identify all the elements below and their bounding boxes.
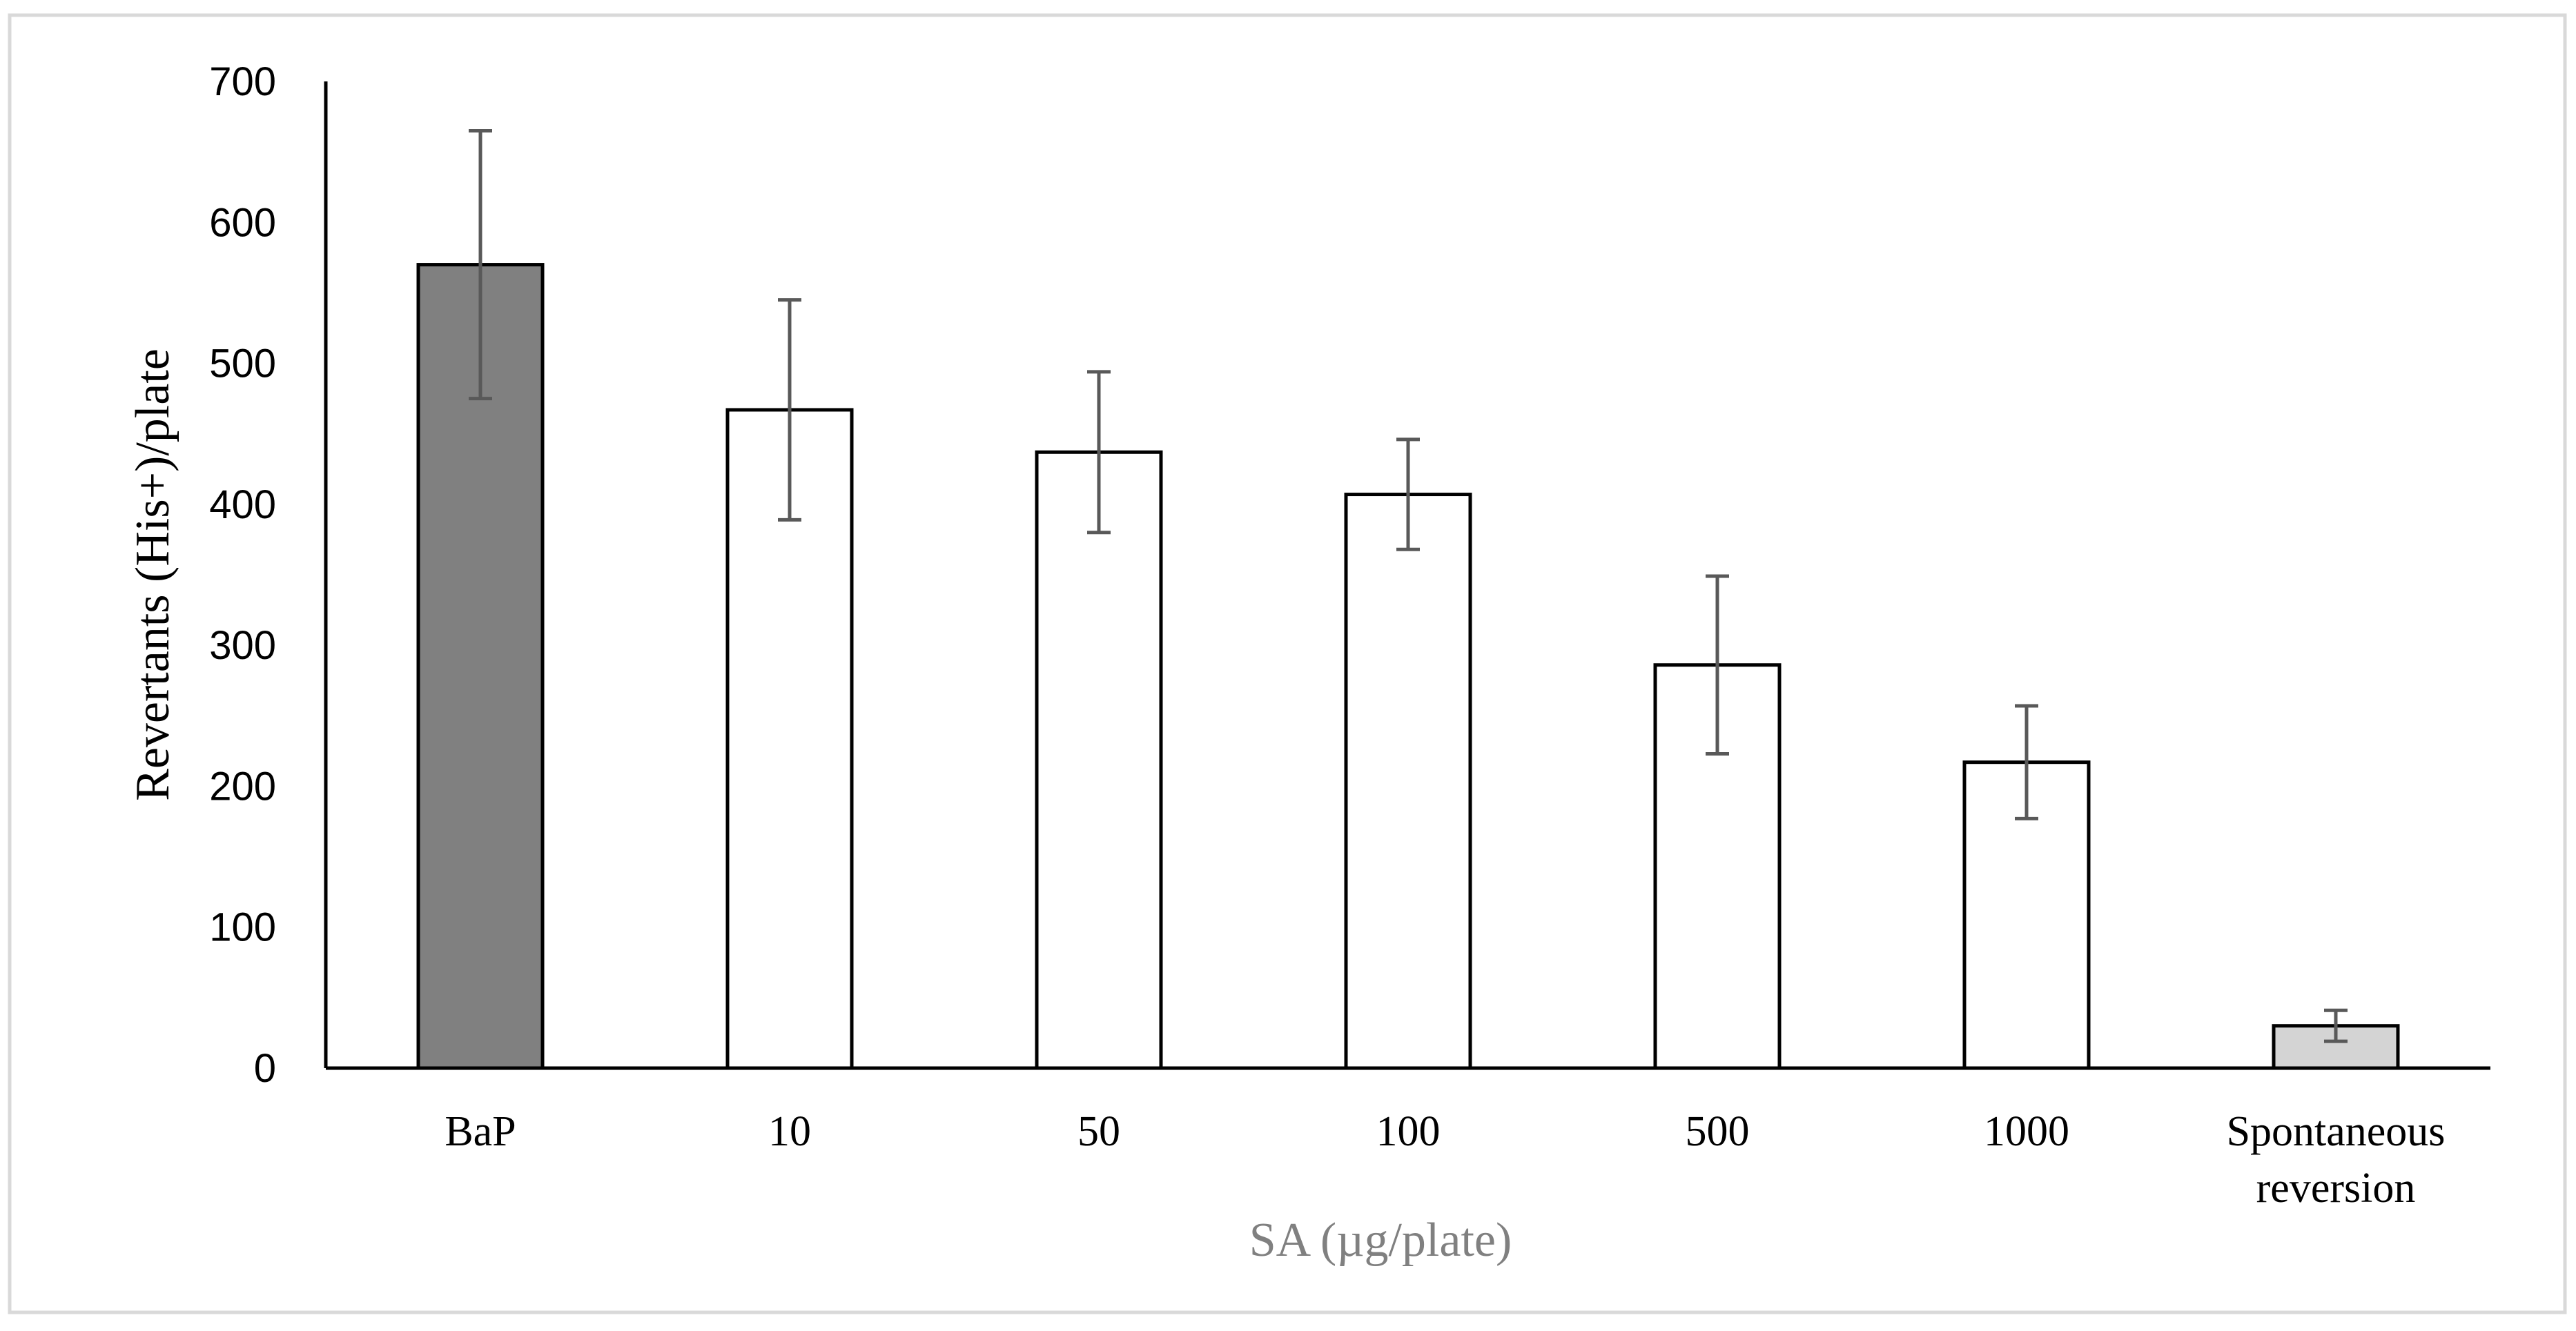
x-category-label-line: Spontaneous xyxy=(2227,1108,2446,1155)
x-category-labels: BaP 10 50 100 500 1000 Spontaneous reversion xyxy=(445,1108,2445,1212)
x-category-label: 10 xyxy=(768,1108,811,1155)
chart-border xyxy=(8,13,2567,1314)
x-category-label-line: 50 xyxy=(1077,1108,1120,1155)
x-category-label: 100 xyxy=(1376,1108,1441,1155)
x-category-label: BaP xyxy=(445,1108,516,1155)
y-tick-labels: 0 100 200 300 400 500 600 700 xyxy=(209,59,276,1091)
bar xyxy=(1035,450,1163,1070)
y-tick-label: 0 xyxy=(254,1046,276,1091)
x-category-label-line: 500 xyxy=(1686,1108,1750,1155)
y-axis-title: Revertants (His+)/plate xyxy=(126,348,179,801)
x-category-label: Spontaneous reversion xyxy=(2227,1108,2446,1212)
y-tick-label: 200 xyxy=(209,764,276,809)
y-tick-label: 400 xyxy=(209,482,276,527)
x-category-label-line: reversion xyxy=(2256,1165,2416,1212)
y-tick-label: 100 xyxy=(209,905,276,950)
y-tick-label: 700 xyxy=(209,59,276,104)
error-bars-group xyxy=(469,129,2348,1043)
y-tick-label: 300 xyxy=(209,623,276,668)
x-category-label: 50 xyxy=(1077,1108,1120,1155)
x-category-label-line: 10 xyxy=(768,1108,811,1155)
x-category-label-line: 1000 xyxy=(1984,1108,2069,1155)
x-category-label: 500 xyxy=(1686,1108,1750,1155)
bar xyxy=(1344,493,1472,1070)
x-category-label-line: BaP xyxy=(445,1108,516,1155)
x-category-label: 1000 xyxy=(1984,1108,2069,1155)
x-category-label-line: 100 xyxy=(1376,1108,1441,1155)
x-axis-title: SA (µg/plate) xyxy=(1249,1214,1512,1267)
y-tick-label: 600 xyxy=(209,200,276,245)
y-tick-label: 500 xyxy=(209,342,276,386)
